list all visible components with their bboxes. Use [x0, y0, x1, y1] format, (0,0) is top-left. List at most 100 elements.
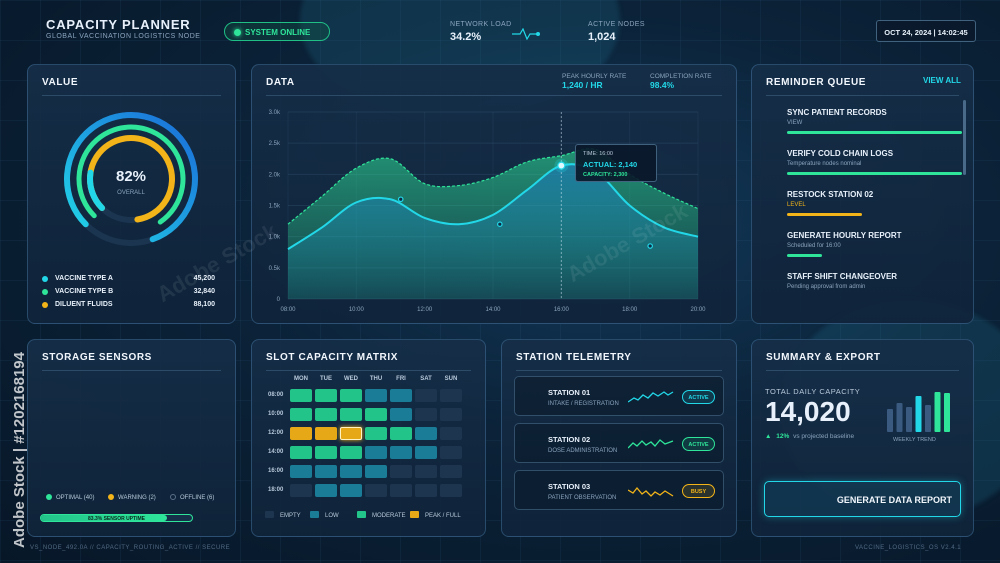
matrix-cell[interactable] [315, 389, 337, 402]
matrix-cell[interactable] [440, 446, 462, 459]
matrix-cell[interactable] [440, 389, 462, 402]
trend-bar [925, 405, 931, 432]
station-name: STATION 02 [548, 435, 591, 444]
data-point[interactable] [557, 161, 566, 170]
reminder-item[interactable]: STAFF SHIFT CHANGEOVER Pending approval f… [787, 272, 897, 290]
matrix-cell[interactable] [315, 427, 337, 440]
matrix-cell[interactable] [415, 465, 437, 478]
matrix-cell[interactable] [390, 408, 412, 421]
data-point[interactable] [647, 243, 653, 249]
matrix-cell[interactable] [365, 389, 387, 402]
station-card[interactable]: STATION 03 PATIENT OBSERVATION BUSY [514, 470, 724, 510]
matrix-cell[interactable] [365, 408, 387, 421]
matrix-cell[interactable] [290, 427, 312, 440]
matrix-cell[interactable] [390, 427, 412, 440]
matrix-cell[interactable] [315, 408, 337, 421]
reminder-item[interactable]: VERIFY COLD CHAIN LOGS Temperature nodes … [787, 149, 893, 167]
matrix-cell[interactable] [415, 484, 437, 497]
matrix-cell[interactable] [415, 389, 437, 402]
view-all-link[interactable]: VIEW ALL [923, 76, 961, 85]
sparkline [628, 439, 674, 449]
generate-report-button[interactable]: GENERATE DATA REPORT [764, 481, 961, 517]
matrix-cell[interactable] [365, 446, 387, 459]
gauge-ring-mid [76, 124, 186, 225]
matrix-legend-item: LOW [310, 511, 339, 519]
gauge-ring-inner-accent [87, 169, 106, 211]
matrix-cell[interactable] [390, 484, 412, 497]
matrix-cell[interactable] [340, 446, 362, 459]
reminder-title: STAFF SHIFT CHANGEOVER [787, 272, 898, 281]
matrix-cell[interactable] [340, 408, 362, 421]
capacity-chart[interactable]: 0 0.5k 1.0k 1.5k 2.0k 2.5k 3.0k 08:00 10:00 12:00… [262, 104, 722, 319]
station-subtitle: INTAKE / REGISTRATION [548, 401, 619, 407]
storage-legend-label: OFFLINE (6) [180, 495, 215, 501]
matrix-cell[interactable] [415, 427, 437, 440]
stock-id: Adobe Stock | #1202168194 [11, 352, 28, 548]
matrix-cell[interactable] [290, 484, 312, 497]
matrix-cell[interactable] [440, 484, 462, 497]
legend-value: 32,840 [193, 288, 215, 295]
reminder-progress-bar [787, 172, 962, 175]
matrix-legend-label: PEAK / FULL [425, 513, 461, 519]
system-status-pill[interactable]: SYSTEM ONLINE [224, 22, 330, 41]
reminder-subtitle: Pending approval from admin [787, 284, 866, 290]
station-card[interactable]: STATION 02 DOSE ADMINISTRATION ACTIVE [514, 423, 724, 463]
matrix-cell[interactable] [290, 446, 312, 459]
matrix-cell[interactable] [415, 446, 437, 459]
network-load-value: 34.2% [450, 31, 482, 43]
matrix-cell[interactable] [440, 427, 462, 440]
matrix-cell[interactable] [340, 389, 362, 402]
divider [766, 370, 959, 371]
matrix-cell[interactable] [290, 465, 312, 478]
matrix-time-label: 16:00 [268, 468, 284, 474]
system-status-label: SYSTEM ONLINE [245, 28, 311, 37]
x-tick-label: 10:00 [349, 307, 365, 313]
reminder-item[interactable]: RESTOCK STATION 02 LEVEL [787, 190, 873, 208]
matrix-cell[interactable] [365, 465, 387, 478]
up-arrow-icon: ▲ [765, 433, 772, 440]
datetime-display: OCT 24, 2024 | 14:02:45 [876, 20, 976, 42]
active-nodes-label: ACTIVE NODES [588, 21, 645, 28]
peak-rate-value: 1,240 / HR [562, 80, 603, 90]
station-card[interactable]: STATION 01 INTAKE / REGISTRATION ACTIVE [514, 376, 724, 416]
matrix-cell[interactable] [315, 446, 337, 459]
matrix-cell[interactable] [440, 465, 462, 478]
divider [266, 95, 722, 96]
network-load-label: NETWORK LOAD [450, 21, 512, 28]
data-point[interactable] [497, 221, 503, 228]
reminder-title: SYNC PATIENT RECORDS [787, 108, 887, 117]
data-point[interactable] [397, 196, 404, 203]
matrix-time-label: 08:00 [268, 392, 284, 398]
reminder-subtitle: Temperature nodes nominal [787, 161, 862, 167]
x-tick-label: 14:00 [485, 307, 501, 313]
trend-bar [906, 407, 912, 432]
y-tick-label: 2.5k [269, 141, 281, 147]
matrix-cell[interactable] [340, 427, 362, 440]
matrix-cell[interactable] [315, 465, 337, 478]
reminder-panel: REMINDER QUEUE [751, 64, 974, 324]
storage-legend-item: OPTIMAL (40) [46, 494, 94, 501]
matrix-cell[interactable] [365, 484, 387, 497]
matrix-cell[interactable] [390, 389, 412, 402]
matrix-cell[interactable] [415, 408, 437, 421]
reminder-item[interactable]: SYNC PATIENT RECORDS VIEW [787, 108, 887, 126]
matrix-time-label: 14:00 [268, 449, 284, 455]
station-name: STATION 01 [548, 388, 591, 397]
weekly-trend-chart [887, 392, 950, 432]
matrix-cell[interactable] [390, 446, 412, 459]
matrix-cell[interactable] [390, 465, 412, 478]
matrix-cell[interactable] [315, 484, 337, 497]
matrix-cell[interactable] [290, 389, 312, 402]
scrollbar[interactable] [963, 100, 966, 175]
matrix-cell[interactable] [340, 465, 362, 478]
matrix-cell[interactable] [290, 408, 312, 421]
legend-swatch [265, 511, 274, 518]
matrix-cell[interactable] [440, 408, 462, 421]
reminder-subtitle: LEVEL [787, 202, 806, 208]
status-dot-icon [234, 29, 241, 36]
trend-label: WEEKLY TREND [893, 437, 936, 443]
matrix-cell[interactable] [340, 484, 362, 497]
reminder-item[interactable]: GENERATE HOURLY REPORT Scheduled for 16:0… [787, 231, 902, 249]
station-subtitle: DOSE ADMINISTRATION [548, 448, 618, 454]
matrix-cell[interactable] [365, 427, 387, 440]
